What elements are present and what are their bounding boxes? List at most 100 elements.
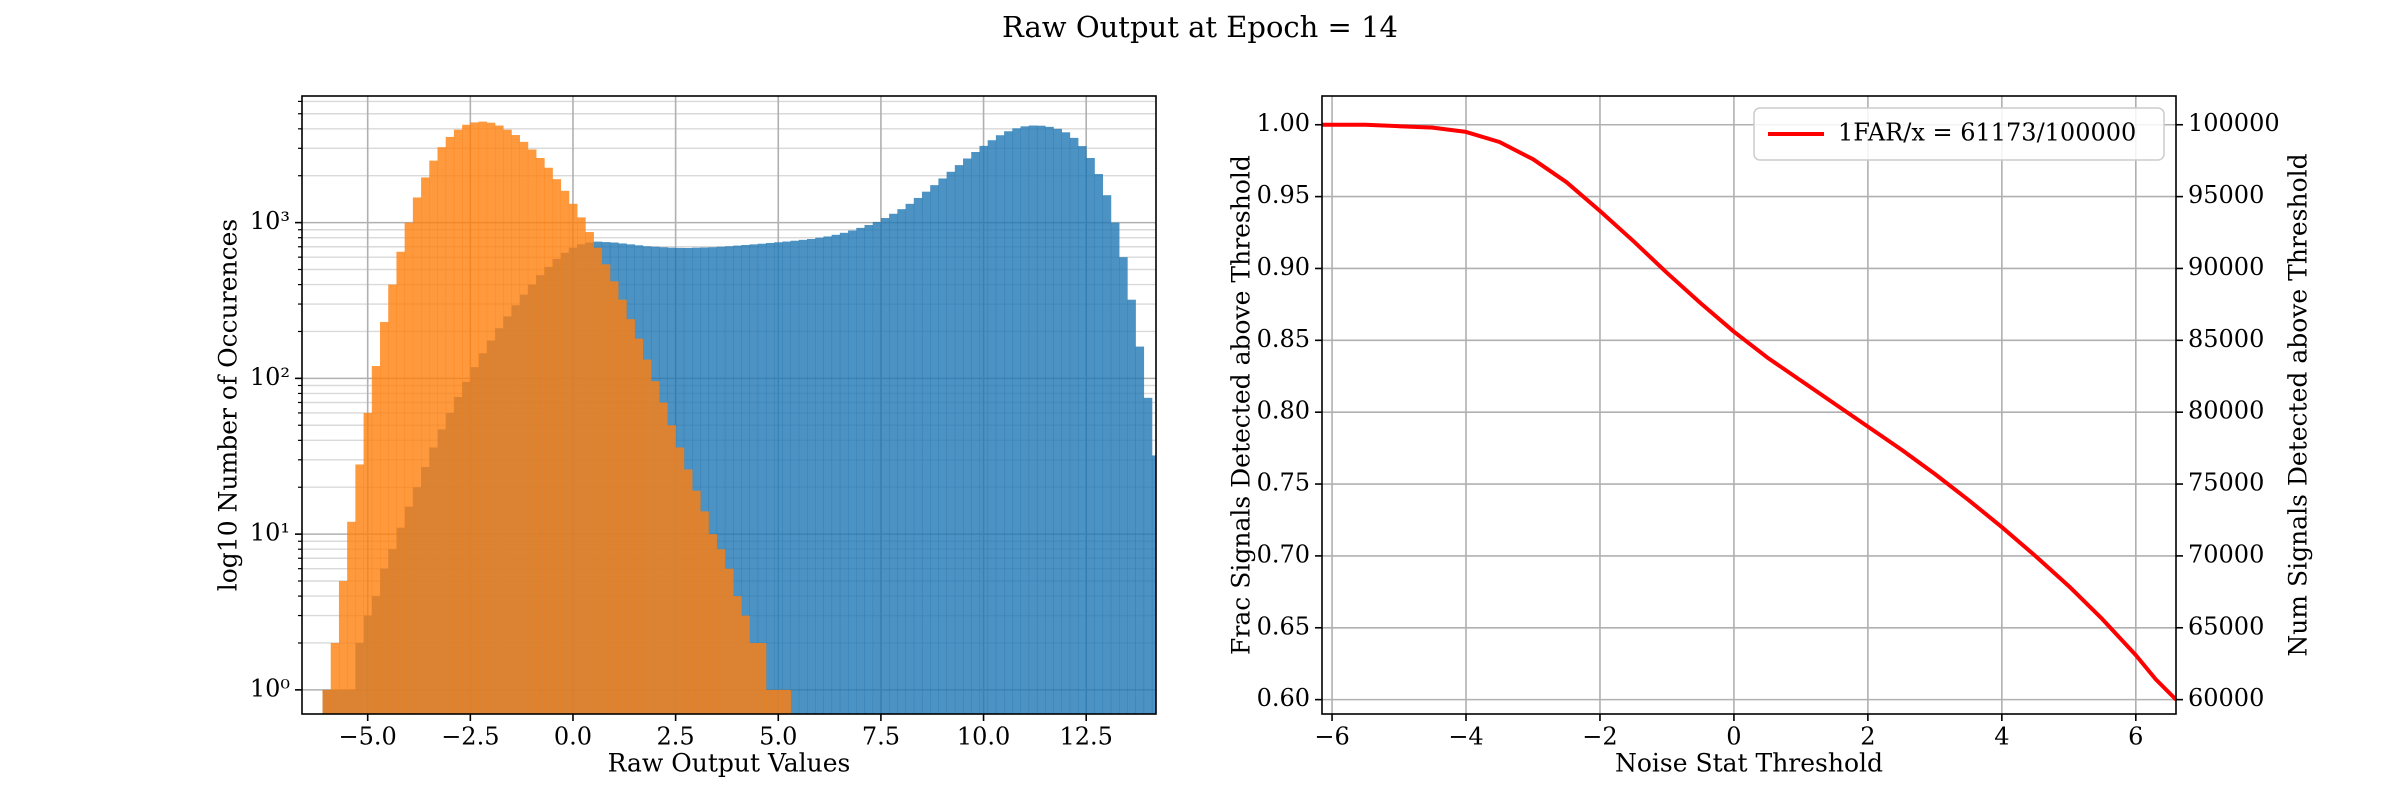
line-x-tick-label: −2 [1582,723,1617,751]
hist-bar-series-1 [963,158,972,714]
hist-bar-series-2 [749,642,759,714]
hist-bar-series-2 [412,197,422,714]
hist-bar-series-1 [749,244,759,714]
hist-bar-series-1 [971,152,980,714]
figure-title: Raw Output at Epoch = 14 [1002,10,1398,44]
legend-box [1753,107,2165,161]
line-x-tick-label: 2 [1860,723,1875,751]
hist-bar-series-2 [593,247,603,714]
hist-bar-series-1 [782,241,791,714]
line-y-tick-label: 1.00 [1257,109,1310,137]
line-y-tick-label: 0.65 [1257,612,1310,640]
line-y-tick-label: 0.85 [1257,325,1310,353]
line-y-axis-label: Frac Signals Detected above Threshold [1227,155,1256,655]
hist-bars [322,121,1202,714]
hist-bar-series-1 [765,242,775,714]
hist-bar-series-1 [1020,126,1030,714]
hist-bar-series-1 [938,178,948,714]
hist-bar-series-2 [429,160,438,714]
hist-bar-series-1 [1160,511,1169,714]
hist-bar-series-2 [445,136,455,714]
hist-bar-series-2 [724,568,734,714]
hist-bar-series-1 [872,221,882,714]
line-y-tick-label: 0.80 [1257,397,1310,425]
hist-bar-series-2 [478,121,488,714]
hist-bar-series-2 [716,549,726,714]
hist-bar-series-2 [437,147,447,714]
hist-bar-series-2 [609,281,619,714]
hist-bar-series-1 [930,185,939,714]
hist-bar-series-1 [716,246,726,714]
hist-bar-series-1 [1077,146,1087,714]
hist-bar-series-2 [519,141,529,714]
hist-bar-series-2 [338,581,348,714]
hist-y-axis-label: log10 Number of Occurences [214,219,243,592]
line-x-tick-label: 6 [2128,723,2143,751]
hist-bar-series-2 [675,447,685,714]
hist-bar-series-2 [527,149,537,714]
hist-bar-series-2 [486,122,496,714]
hist-bar-series-1 [807,238,816,714]
hist-bar-series-1 [1127,299,1136,714]
hist-bar-series-2 [503,129,512,714]
hist-x-tick-label: 2.5 [657,723,695,751]
hist-y-tick-label: 10³ [250,207,290,235]
hist-bar-series-1 [1053,128,1062,714]
hist-bar-series-2 [667,425,677,714]
hist-bar-series-2 [659,402,668,714]
hist-x-tick-label: 7.5 [862,723,900,751]
line-right-y-tick-label: 90000 [2188,253,2264,281]
line-y-tick-label: 0.75 [1257,469,1310,497]
hist-x-tick-label: 0.0 [554,723,592,751]
hist-bar-series-1 [921,191,931,714]
hist-bar-series-2 [708,534,718,714]
line-right-y-tick-label: 65000 [2188,612,2264,640]
hist-bar-series-2 [470,122,479,714]
line-right-y-axis-label: Num Signals Detected above Threshold [2284,153,2313,656]
hist-y-tick-label: 10² [250,363,290,391]
hist-bar-series-2 [462,124,471,714]
hist-bar-series-1 [1151,455,1156,714]
hist-bar-series-1 [733,245,742,714]
line-right-y-tick-label: 60000 [2188,684,2264,712]
hist-bar-series-1 [700,247,709,714]
hist-y-tick-label: 10¹ [250,519,290,547]
hist-bar-series-2 [560,190,570,714]
hist-bar-series-1 [790,240,800,714]
hist-bar-series-2 [552,179,562,714]
hist-x-tick-label: 5.0 [759,723,797,751]
hist-bar-series-1 [848,230,857,714]
hist-bar-series-2 [396,251,406,714]
hist-bar-series-1 [946,171,956,714]
hist-bar-series-2 [782,689,791,714]
hist-y-tick-label: 10⁰ [250,674,290,702]
hist-x-tick-label: 10.0 [957,723,1010,751]
line-x-tick-label: 4 [1994,723,2009,751]
hist-bar-series-1 [831,234,841,714]
hist-bar-series-1 [741,245,750,714]
hist-bar-series-1 [987,140,997,714]
hist-bar-series-2 [618,299,627,714]
hist-bar-series-2 [692,490,701,714]
hist-bar-series-2 [774,689,783,714]
hist-bar-series-2 [330,642,340,714]
hist-bar-series-1 [1069,137,1079,714]
hist-bar-series-1 [839,232,849,714]
hist-bar-series-2 [511,135,521,714]
line-x-tick-label: 0 [1726,723,1741,751]
hist-bar-series-2 [388,284,397,714]
hist-bar-series-1 [815,237,824,714]
line-x-tick-label: −4 [1448,723,1483,751]
hist-x-tick-label: −5.0 [339,723,397,751]
hist-bar-series-1 [692,247,701,714]
hist-x-tick-label: 12.5 [1059,723,1112,751]
hist-bar-series-2 [634,338,644,714]
line-right-y-tick-label: 100000 [2188,109,2280,137]
hist-bar-series-2 [733,596,742,714]
hist-bar-series-1 [1086,157,1095,714]
legend-label: 1FAR/x = 61173/100000 [1838,119,2136,147]
line-series-detection-fraction [1322,122,2176,702]
line-y-tick-label: 0.90 [1257,253,1310,281]
hist-bar-series-1 [1193,690,1202,714]
hist-bar-series-1 [995,135,1005,714]
